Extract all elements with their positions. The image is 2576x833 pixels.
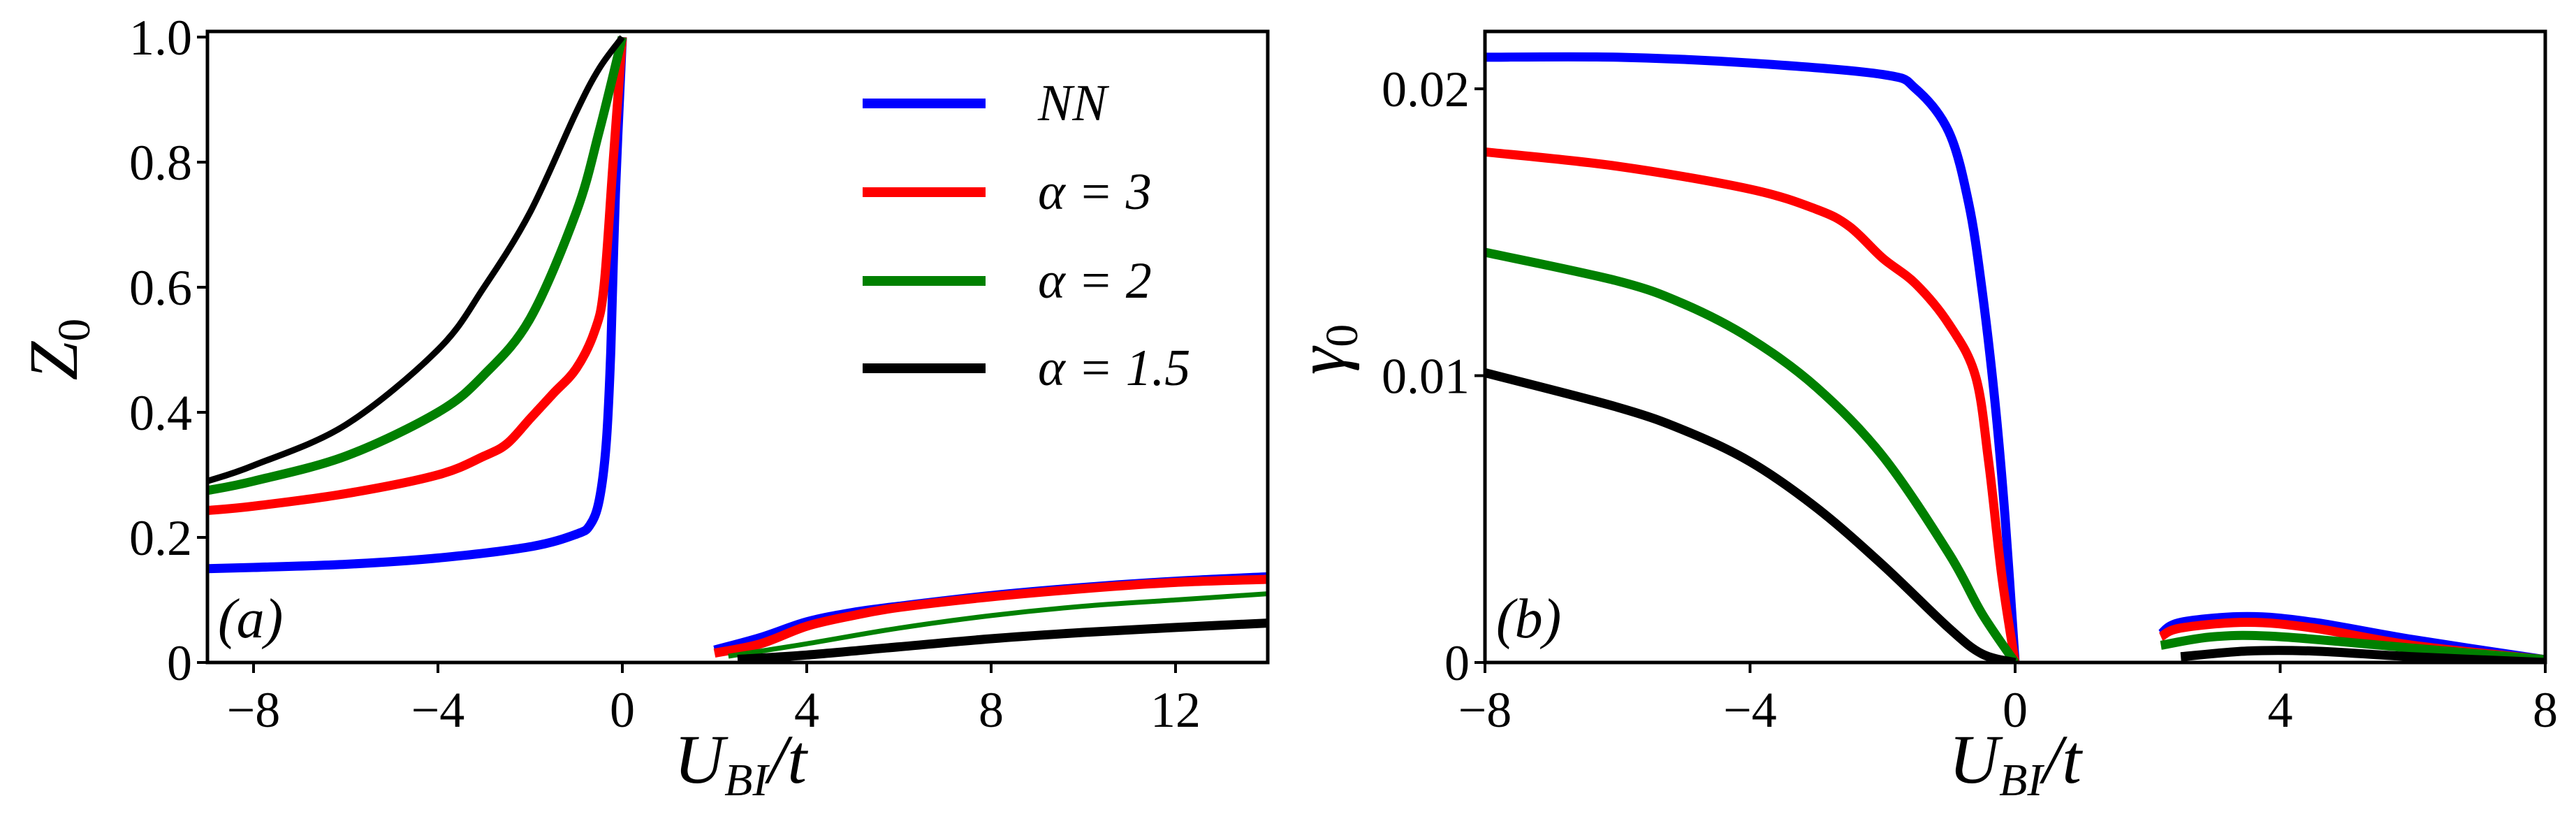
legend-label-alpha-3: α = 3 xyxy=(1038,164,1152,221)
series-line--1-5-seg0 xyxy=(207,35,625,484)
series-line-nn-seg0 xyxy=(207,36,627,574)
series-line--3-seg1 xyxy=(713,574,1268,658)
series-line--1-5-seg1 xyxy=(737,618,1268,662)
series-line--2-seg1 xyxy=(728,591,1268,659)
series-line--2-seg1 xyxy=(2160,630,2545,662)
x-tick-label: −4 xyxy=(411,682,465,738)
x-tick-label: −4 xyxy=(1723,682,1777,738)
series-line-nn-seg0 xyxy=(1485,52,2020,662)
x-tick-label: −8 xyxy=(1458,682,1512,738)
y-tick-label: 0 xyxy=(167,635,192,691)
legend-label-alpha-2: α = 2 xyxy=(1038,252,1152,310)
panel-label-b: (b) xyxy=(1496,588,1561,650)
legend-label-alpha-1-5: α = 1.5 xyxy=(1038,340,1190,397)
series-line--2-seg0 xyxy=(207,36,627,495)
y-tick-label: 0.4 xyxy=(129,385,192,441)
legend-label-nn: NN xyxy=(1037,75,1109,132)
x-tick-label: 0 xyxy=(610,682,635,738)
legend: NN α = 3 α = 2 α = 1.5 xyxy=(863,75,1190,397)
series-line--2-seg0 xyxy=(1485,247,2019,662)
series-group xyxy=(1485,52,2545,662)
y-tick-label: 1.0 xyxy=(129,10,192,66)
series-line--1-5-seg0 xyxy=(1485,368,2017,662)
panel-b-gamma0-chart: −8 −4 0 4 8 0 0.01 0.02 (b) UBI/t γ0 xyxy=(1282,29,2558,806)
series-group xyxy=(207,35,1268,662)
x-tick-label: 12 xyxy=(1150,682,1201,738)
y-tick-label: 0.6 xyxy=(129,260,192,316)
y-tick-label: 0.2 xyxy=(129,510,192,566)
x-tick-label: 0 xyxy=(2003,682,2028,738)
y-tick-label: 0.8 xyxy=(129,135,192,191)
x-axis-label-a: UBI/t xyxy=(674,720,808,806)
panel-a-z0-chart: −8 −4 0 4 8 12 0 0.2 0.4 0.6 0.8 1.0 (a) UBI/t Z0 N… xyxy=(15,10,1270,806)
x-tick-label: 8 xyxy=(979,682,1004,738)
y-axis-label-b: γ0 xyxy=(1282,324,1368,375)
x-tick-label: −8 xyxy=(227,682,281,738)
y-tick-label: 0.01 xyxy=(1382,349,1470,405)
series-line--3-seg0 xyxy=(1485,147,2020,662)
y-tick-label: 0 xyxy=(1444,635,1470,691)
x-tick-label: 4 xyxy=(2268,682,2293,738)
series-line--1-5-seg1 xyxy=(2180,646,2545,662)
y-tick-label: 0.02 xyxy=(1382,61,1470,117)
x-tick-label: 4 xyxy=(794,682,819,738)
panel-label-a: (a) xyxy=(218,588,283,650)
axes-frame xyxy=(205,29,1270,665)
y-axis-label-a: Z0 xyxy=(15,319,100,381)
x-axis-label-b: UBI/t xyxy=(1949,720,2083,806)
x-tick-label: 8 xyxy=(2533,682,2558,738)
series-line--3-seg0 xyxy=(207,36,627,515)
axes-frame xyxy=(1483,29,2547,665)
